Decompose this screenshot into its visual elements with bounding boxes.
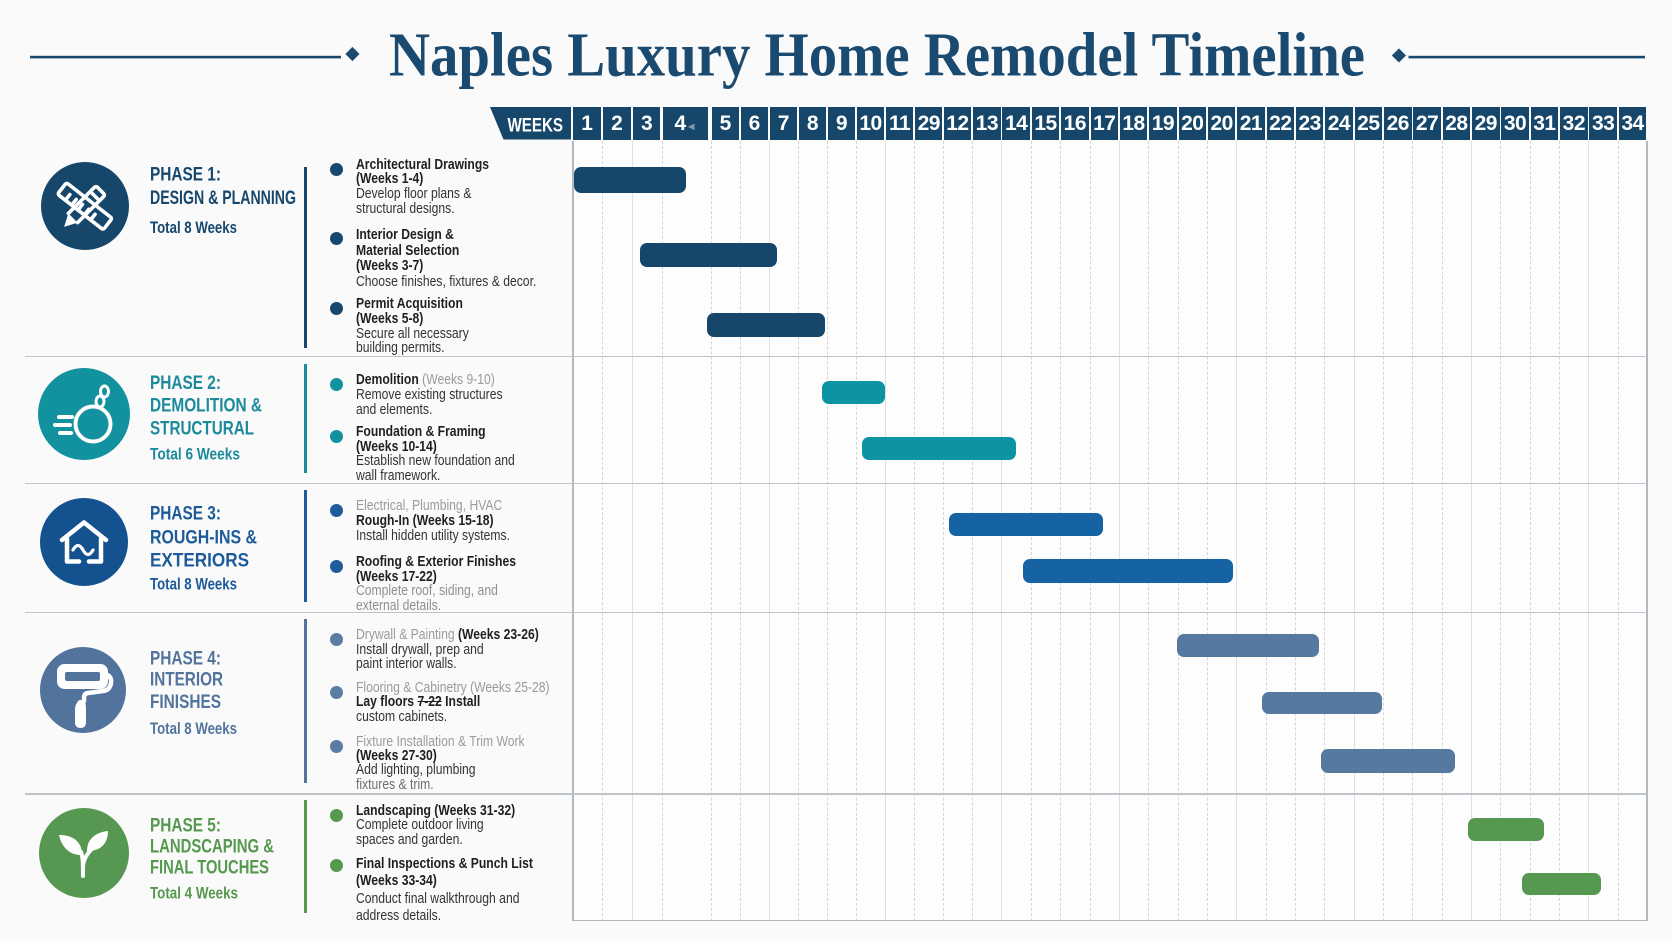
svg-text:EXTERIORS: EXTERIORS bbox=[150, 550, 249, 571]
svg-text:FINISHES: FINISHES bbox=[150, 692, 221, 713]
svg-text:Total 8 Weeks: Total 8 Weeks bbox=[150, 720, 237, 738]
svg-text:DEMOLITION &: DEMOLITION & bbox=[150, 396, 262, 417]
svg-text:WEEKS: WEEKS bbox=[508, 115, 564, 137]
svg-text:PHASE 1:: PHASE 1: bbox=[150, 165, 221, 186]
svg-text:PHASE 5:: PHASE 5: bbox=[150, 815, 221, 836]
svg-text:INTERIOR: INTERIOR bbox=[150, 670, 223, 691]
svg-text:Naples Luxury Home Remodel Tim: Naples Luxury Home Remodel Timeline bbox=[389, 22, 1365, 90]
svg-text:STRUCTURAL: STRUCTURAL bbox=[150, 419, 254, 440]
svg-text:PHASE 3:: PHASE 3: bbox=[150, 503, 221, 524]
svg-text:Total 6 Weeks: Total 6 Weeks bbox=[150, 445, 240, 463]
svg-text:DESIGN & PLANNING: DESIGN & PLANNING bbox=[150, 188, 296, 209]
svg-text:LANDSCAPING &: LANDSCAPING & bbox=[150, 837, 274, 858]
svg-text:PHASE 2:: PHASE 2: bbox=[150, 373, 221, 394]
svg-text:Total 8 Weeks: Total 8 Weeks bbox=[150, 219, 237, 237]
svg-text:ROUGH-INS &: ROUGH-INS & bbox=[150, 527, 257, 548]
svg-text:PHASE 4:: PHASE 4: bbox=[150, 649, 221, 670]
svg-text:Total 4 Weeks: Total 4 Weeks bbox=[150, 884, 238, 902]
svg-text:FINAL TOUCHES: FINAL TOUCHES bbox=[150, 858, 269, 879]
svg-text:Total 8 Weeks: Total 8 Weeks bbox=[150, 576, 237, 594]
